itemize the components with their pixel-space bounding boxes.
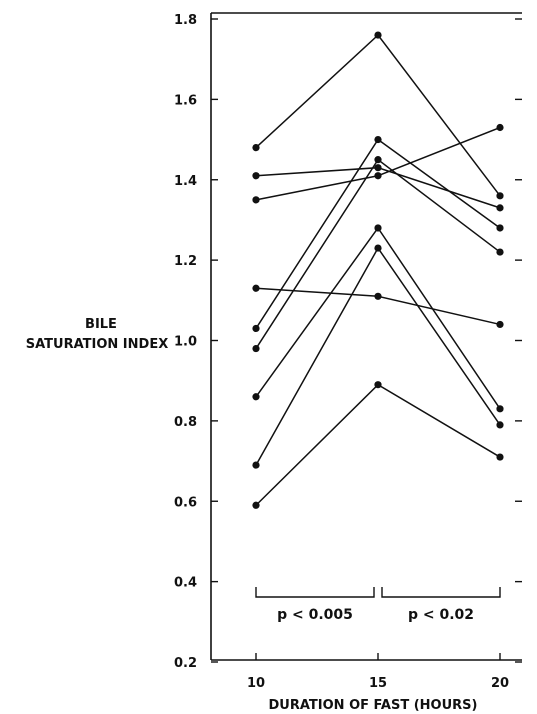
y-tick-label-1.4: 1.4 <box>174 174 197 189</box>
data-point-s5-x20 <box>496 224 504 232</box>
x-axis-label: DURATION OF FAST (HOURS) <box>269 698 478 713</box>
data-point-s8-x10 <box>252 461 260 469</box>
data-point-s2-x20 <box>496 204 504 212</box>
series-line-6 <box>255 158 501 349</box>
data-point-s6-x20 <box>496 248 504 256</box>
y-tick-label-0.2: 0.2 <box>174 656 197 671</box>
y-axis-label-line-1: BILE <box>85 317 117 332</box>
y-tick-label-1.8: 1.8 <box>174 13 197 28</box>
data-point-s3-x15 <box>374 172 382 180</box>
data-point-s4-x20 <box>496 320 504 329</box>
data-point-s1-x15 <box>374 31 382 39</box>
y-tick-label-0.8: 0.8 <box>174 415 197 430</box>
data-point-s3-x10 <box>252 196 260 204</box>
data-point-s3-x20 <box>496 123 504 132</box>
y-tick-label-1.6: 1.6 <box>174 93 197 108</box>
x-tick-label-15: 15 <box>369 676 387 691</box>
bracket-label-1: p < 0.005 <box>277 607 353 623</box>
plot-frame <box>210 12 522 661</box>
data-point-s4-x10 <box>252 284 260 292</box>
data-point-s8-x20 <box>496 421 504 429</box>
data-point-s7-x10 <box>252 393 260 401</box>
y-tick-label-0.4: 0.4 <box>174 576 197 591</box>
data-point-s1-x10 <box>252 144 260 152</box>
data-point-s6-x10 <box>252 344 260 353</box>
x-tick-label-20: 20 <box>491 676 509 691</box>
series-line-8 <box>255 246 501 466</box>
significance-brackets: p < 0.005 p < 0.02 <box>255 587 501 623</box>
data-point-s6-x15 <box>374 156 382 164</box>
bracket-2 <box>381 587 501 598</box>
y-axis-ticks: 0.2 0.4 0.6 0.8 1.0 1.2 1.4 1.6 1.8 <box>174 13 522 671</box>
y-tick-label-0.6: 0.6 <box>174 495 197 510</box>
data-point-s7-x15 <box>374 224 382 232</box>
y-tick-label-1.2: 1.2 <box>174 254 197 269</box>
data-point-s1-x20 <box>496 192 504 200</box>
bracket-1 <box>255 587 375 598</box>
y-tick-label-1.0: 1.0 <box>174 335 197 350</box>
data-point-s7-x20 <box>496 405 504 413</box>
data-point-s5-x10 <box>252 324 260 333</box>
data-point-s2-x10 <box>252 172 260 180</box>
data-point-s9-x20 <box>496 453 504 461</box>
data-point-s9-x10 <box>252 501 260 509</box>
x-tick-label-10: 10 <box>247 676 265 691</box>
data-point-s4-x15 <box>374 292 382 300</box>
series-points <box>252 31 504 509</box>
series-line-9 <box>255 383 501 506</box>
data-point-s2-x15 <box>374 164 382 172</box>
series-lines <box>255 33 501 506</box>
bracket-label-2: p < 0.02 <box>408 607 474 623</box>
x-axis-ticks: 10 15 20 <box>247 653 509 691</box>
data-point-s8-x15 <box>374 244 382 252</box>
data-point-s9-x15 <box>374 381 382 389</box>
series-line-1 <box>255 33 501 197</box>
y-axis-label-line-2: SATURATION INDEX <box>26 337 168 352</box>
data-point-s5-x15 <box>374 135 382 144</box>
